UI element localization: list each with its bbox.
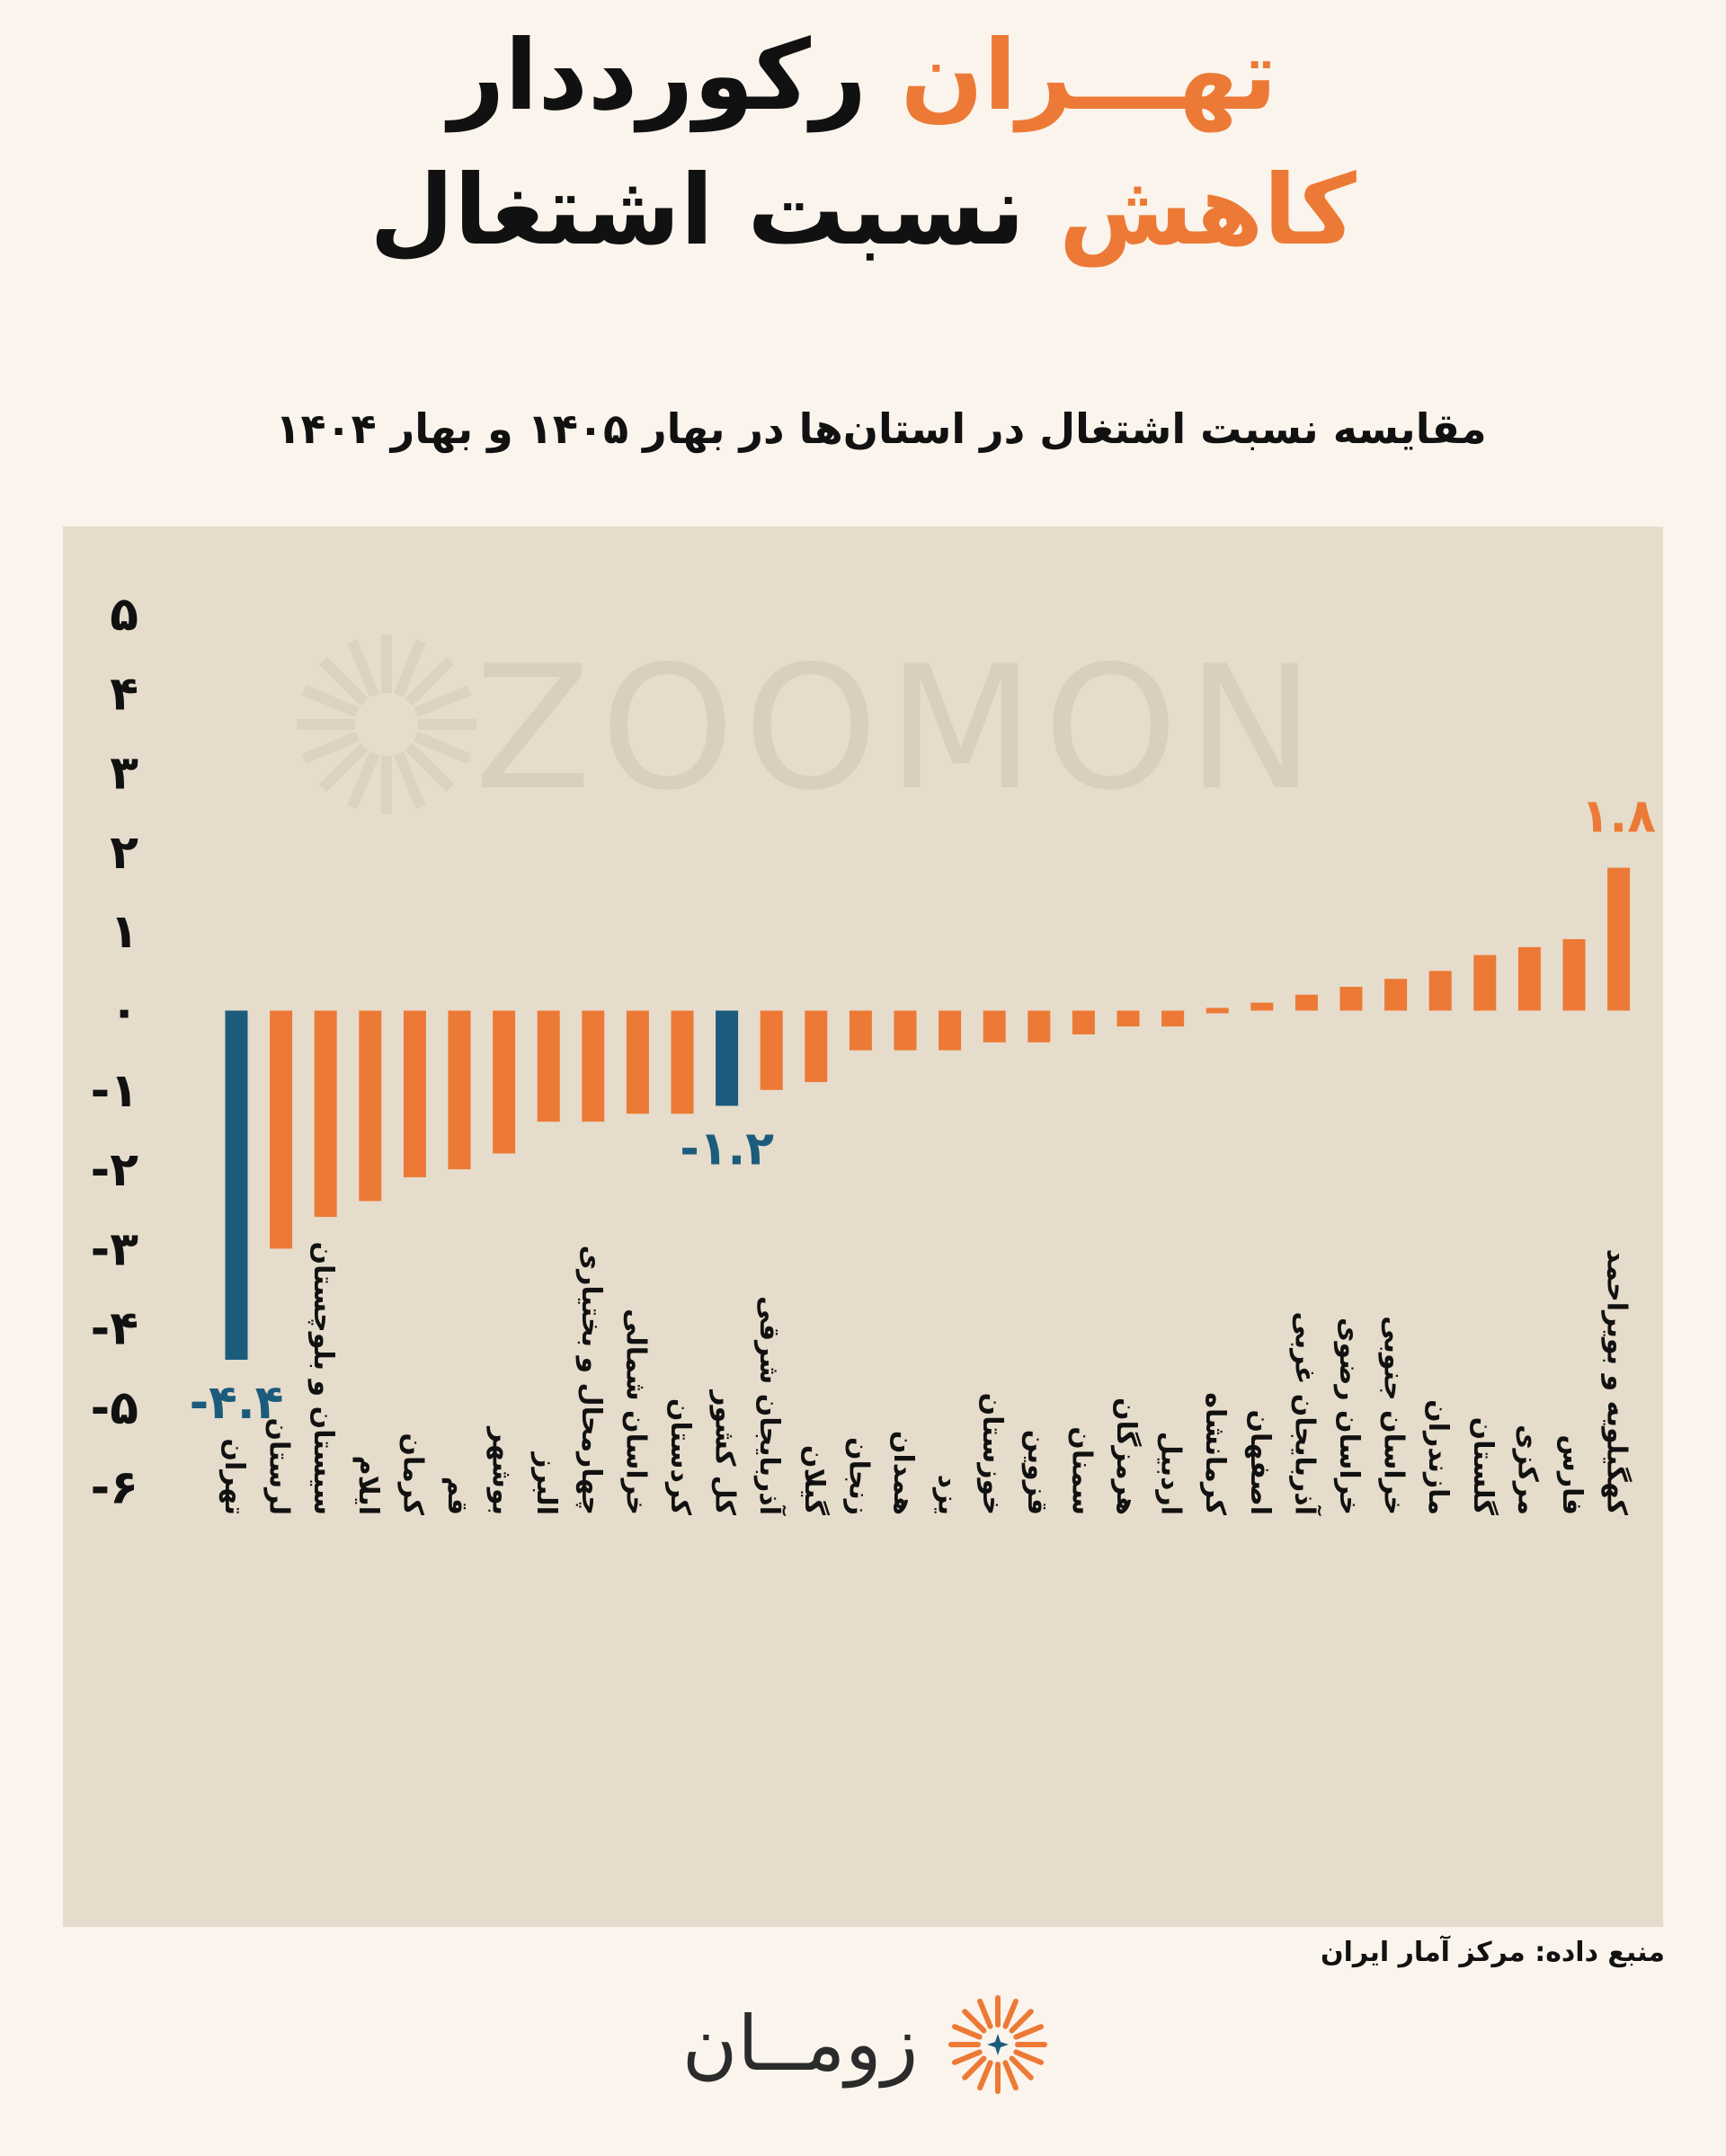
category-label: آذربایجان غربی [1288, 1312, 1321, 1516]
category-label: زنجان [842, 1437, 874, 1515]
title-block: تهـــران رکورددار کاهش نسبت اشتغال [0, 9, 1726, 333]
category-label: خراسان رضوی [1333, 1318, 1365, 1515]
title-text-1: رکورددار [449, 20, 867, 132]
category-label: خراسان شمالی [619, 1309, 651, 1515]
category-label: قم [441, 1477, 473, 1515]
data-label: ۱.۸ [1581, 790, 1656, 844]
bar [1072, 1010, 1095, 1034]
logo-text: زومــان [681, 2000, 919, 2088]
bar [582, 1010, 605, 1122]
category-label: البرز [530, 1451, 562, 1515]
bar [1028, 1010, 1051, 1043]
watermark-sunburst-icon [297, 634, 476, 814]
bar [1250, 1002, 1274, 1011]
y-tick-label: -۳ [91, 1222, 139, 1276]
data-label: -۴.۴ [190, 1376, 284, 1430]
bar-chart: ZOOMON ۵ ۴ ۳ ۲ ۱ ۰ -۱ -۲ -۳ -۴ -۵ -۶ -۴.۴ -۱.۲ ۱.۸ تهران… [91, 588, 1656, 1516]
chart-title: مقایسه نسبت اشتغال در استان‌ها در بهار ۱… [275, 404, 1487, 453]
bar [1117, 1010, 1140, 1027]
bar [1384, 979, 1408, 1011]
title-text-2: نسبت اشتغال [369, 155, 1026, 267]
category-label: مازندران [1422, 1399, 1454, 1515]
bar [983, 1010, 1006, 1043]
category-label: کرمانشاه [1199, 1392, 1231, 1515]
y-tick-label: -۵ [91, 1381, 138, 1435]
y-tick-label: -۶ [91, 1460, 138, 1514]
category-label: مرکزی [1511, 1424, 1543, 1515]
y-tick-label: ۱ [110, 905, 138, 959]
data-label: -۱.۲ [680, 1122, 774, 1176]
bar [1428, 971, 1452, 1011]
logo-sunburst-icon [948, 1995, 1047, 2094]
bar [403, 1010, 426, 1177]
source-note: منبع داده: مرکز آمار ایران [1321, 1937, 1665, 1968]
watermark-text: ZOOMON [475, 629, 1324, 828]
category-label: تهران [218, 1438, 250, 1515]
bar [1294, 994, 1318, 1011]
category-label: فارس [1556, 1434, 1588, 1515]
y-tick-label: ۴ [110, 667, 138, 721]
category-label: کردستان [664, 1398, 696, 1516]
bar [225, 1010, 248, 1361]
bar [270, 1010, 293, 1249]
category-label: لرستان [263, 1417, 295, 1515]
title-accent-2: کاهش [1058, 155, 1357, 267]
category-label: اردبیل [1155, 1432, 1187, 1515]
category-label: آذربایجان شرقی [753, 1296, 787, 1516]
chart-panel: ZOOMON ۵ ۴ ۳ ۲ ۱ ۰ -۱ -۲ -۳ -۴ -۵ -۶ -۴.۴ -۱.۲ ۱.۸ تهران… [63, 527, 1663, 1927]
bar [894, 1010, 917, 1051]
category-label: همدان [887, 1431, 919, 1515]
bar [805, 1010, 828, 1082]
category-label: اصفهان [1244, 1409, 1276, 1515]
y-tick-label: ۳ [110, 747, 138, 801]
y-tick-label: -۴ [91, 1302, 138, 1356]
category-label: گلستان [1467, 1417, 1499, 1516]
bar [359, 1010, 382, 1202]
category-label: سیستان و بلوچستان [307, 1241, 339, 1515]
bar [1339, 987, 1363, 1011]
bar [760, 1010, 783, 1090]
category-label: قزوین [1021, 1430, 1053, 1515]
category-label: خوزستان [976, 1393, 1008, 1515]
category-label: ایلام [352, 1456, 384, 1515]
category-label: چهارمحال و بختیاری [575, 1246, 607, 1515]
title-line-1: تهـــران رکورددار [0, 9, 1726, 144]
title-accent-1: تهـــران [900, 20, 1277, 132]
bar [939, 1010, 962, 1051]
bar [849, 1010, 872, 1051]
bar [1562, 939, 1586, 1011]
y-tick-label: -۲ [91, 1143, 139, 1197]
bar [1206, 1007, 1229, 1014]
category-label: بوشهر [486, 1425, 518, 1515]
y-tick-label: ۵ [110, 588, 138, 642]
category-label: سمنان [1065, 1426, 1097, 1515]
title-line-2: کاهش نسبت اشتغال [0, 144, 1726, 279]
bar [314, 1010, 337, 1218]
bar [671, 1010, 694, 1114]
y-tick-label: ۰ [110, 985, 138, 1039]
category-label: کهگیلویه و بویراحمد [1601, 1249, 1633, 1516]
category-label: خراسان جنوبی [1378, 1316, 1410, 1515]
y-tick-label: -۱ [91, 1064, 138, 1118]
bar [1607, 867, 1631, 1011]
bar [493, 1010, 516, 1154]
category-label: هرمزگان [1110, 1397, 1143, 1515]
brand-logo: زومــان [665, 1982, 1061, 2107]
category-label: کل کشور [709, 1389, 741, 1515]
bar [716, 1010, 739, 1106]
bar [448, 1010, 471, 1170]
bar [1473, 954, 1497, 1011]
y-tick-label: ۲ [110, 826, 138, 880]
bar [537, 1010, 560, 1122]
category-label: گیلان [798, 1445, 831, 1516]
bar [1161, 1010, 1185, 1027]
category-label: یزد [932, 1475, 964, 1515]
bar [1517, 946, 1541, 1011]
bar [626, 1010, 649, 1114]
category-label: کرمان [396, 1433, 428, 1515]
